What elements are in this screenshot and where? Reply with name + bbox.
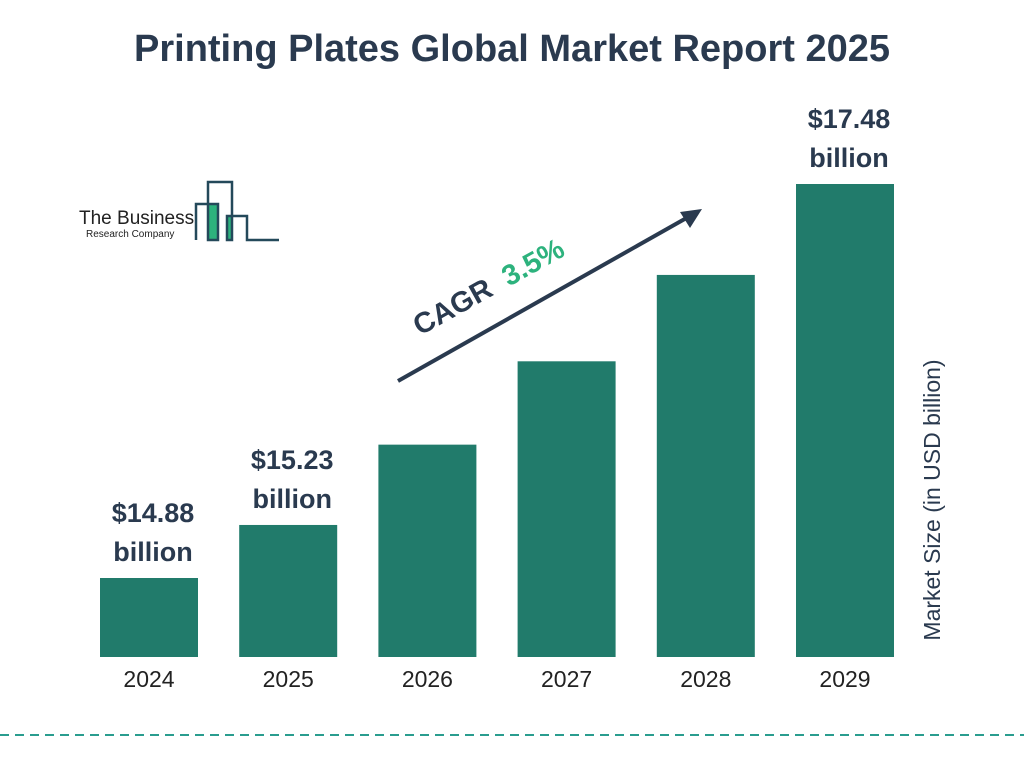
cagr-value: 3.5% (497, 233, 571, 293)
logo-line2: Research Company (86, 229, 174, 240)
x-tick-label: 2025 (263, 666, 314, 692)
x-tick-label: 2028 (680, 666, 731, 692)
x-tick-label: 2029 (819, 666, 870, 692)
data-label-unit: billion (252, 484, 331, 514)
cagr-arrow (397, 214, 691, 383)
x-tick-label: 2024 (123, 666, 174, 692)
bar-2024 (100, 578, 198, 657)
chart-title: Printing Plates Global Market Report 202… (134, 28, 890, 70)
logo-outline (194, 180, 279, 242)
bar-2029 (796, 184, 894, 657)
x-tick-label: 2026 (402, 666, 453, 692)
data-label-value: $17.48 (808, 104, 891, 134)
bar-2026 (378, 444, 477, 657)
x-tick-label: 2027 (541, 666, 592, 692)
logo-bar (209, 204, 217, 240)
data-label-unit: billion (113, 537, 192, 567)
logo-bar (227, 216, 232, 240)
logo: The Business Research Company (79, 180, 279, 242)
data-label-value: $15.23 (251, 445, 334, 475)
cagr-annotation: CAGR 3.5% (397, 209, 702, 383)
y-axis-label: Market Size (in USD billion) (919, 359, 945, 640)
bar-2027 (517, 361, 616, 657)
data-label-unit: billion (809, 143, 888, 173)
arrow-head-icon (680, 209, 702, 228)
logo-line1: The Business (79, 208, 194, 229)
bar-2025 (239, 524, 338, 657)
data-label-value: $14.88 (112, 498, 195, 528)
svg-text:CAGR 3.5%: CAGR 3.5% (408, 233, 570, 342)
bar-2028 (656, 274, 755, 657)
